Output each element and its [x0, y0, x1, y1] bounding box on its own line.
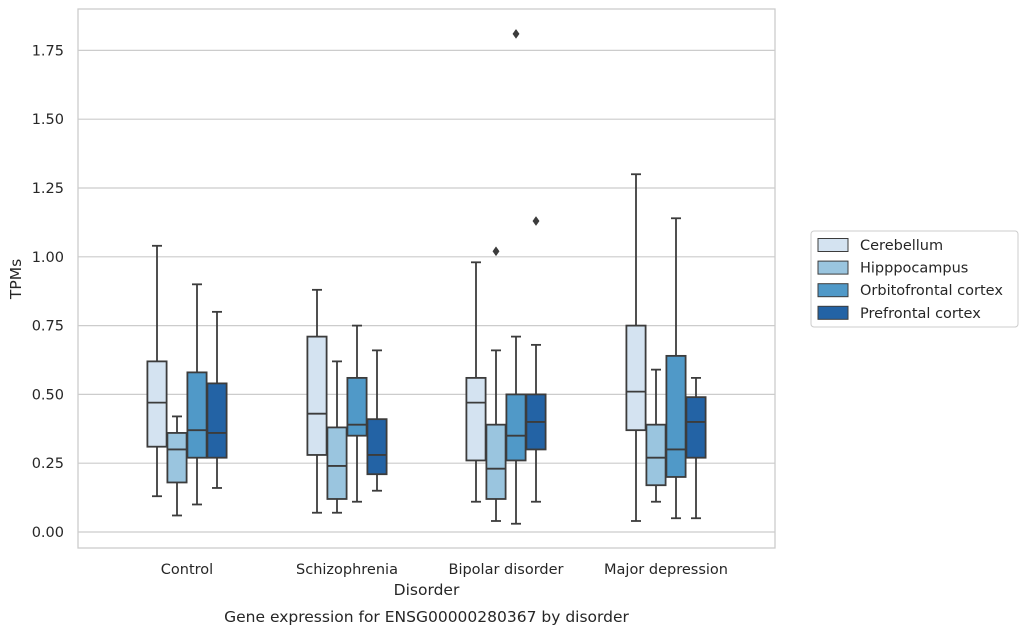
box-iqr — [346, 376, 368, 437]
box-iqr — [186, 371, 208, 459]
outlier-marker — [532, 216, 540, 226]
legend: Cerebellum Hipppocampus Orbitofrontal cort… — [810, 230, 1019, 328]
box-iqr — [665, 354, 687, 478]
legend-frame — [810, 230, 1019, 328]
x-tick-label: Schizophrenia — [296, 562, 398, 578]
y-tick-label: 1.25 — [32, 181, 64, 197]
x-tick-label: Bipolar disorder — [449, 562, 564, 578]
box-hipppocampus — [485, 246, 507, 522]
legend-items: Cerebellum Hipppocampus Orbitofrontal cort… — [817, 238, 1003, 322]
box-orbitofrontal-cortex — [346, 324, 368, 503]
box-iqr — [366, 418, 388, 476]
box-iqr — [206, 382, 228, 459]
box-hipppocampus — [326, 360, 348, 514]
box-prefrontal-cortex — [366, 349, 388, 492]
x-tick-label: Control — [161, 562, 213, 578]
box-iqr — [505, 393, 527, 462]
x-tick-label: Major depression — [604, 562, 728, 578]
y-tick-label: 0.50 — [32, 387, 64, 403]
legend-label: Orbitofrontal cortex — [860, 283, 1003, 299]
box-prefrontal-cortex — [525, 216, 547, 503]
y-axis-label: TPMs — [7, 259, 25, 300]
box-orbitofrontal-cortex — [665, 217, 687, 520]
box-iqr — [485, 423, 507, 500]
box-iqr — [645, 423, 667, 487]
box-cerebellum — [146, 244, 168, 498]
y-tick-label: 0.00 — [32, 525, 64, 541]
box-orbitofrontal-cortex — [505, 28, 527, 525]
outlier-marker — [512, 28, 520, 39]
box-iqr — [685, 396, 707, 459]
legend-label: Prefrontal cortex — [860, 306, 981, 322]
x-axis-label: Disorder — [394, 581, 460, 599]
box-iqr — [146, 360, 168, 448]
x-tick-labels: Control Schizophrenia Bipolar disorder Majo… — [161, 562, 728, 578]
box-iqr — [465, 376, 487, 462]
legend-swatch — [817, 305, 849, 320]
plot-frame — [77, 8, 776, 549]
box-iqr — [306, 335, 328, 456]
box-orbitofrontal-cortex — [186, 283, 208, 506]
legend-swatch — [817, 238, 849, 252]
box-iqr — [326, 426, 348, 500]
box-cerebellum — [465, 261, 487, 503]
chart-caption: Gene expression for ENSG00000280367 by d… — [224, 608, 629, 626]
box-iqr — [625, 324, 647, 432]
y-tick-label: 0.25 — [32, 456, 64, 472]
y-tick-labels: 0.00 0.25 0.50 0.75 1.00 1.25 1.50 1.75 — [32, 43, 64, 541]
y-tick-label: 1.00 — [32, 250, 64, 266]
box-cerebellum — [625, 173, 647, 522]
legend-label: Cerebellum — [860, 238, 943, 254]
legend-swatch — [817, 260, 849, 275]
box-prefrontal-cortex — [206, 310, 228, 489]
legend-label: Hipppocampus — [860, 261, 968, 277]
box-hipppocampus — [166, 415, 188, 517]
y-tick-label: 0.75 — [32, 319, 64, 335]
y-tick-label: 1.50 — [32, 112, 64, 128]
y-tick-label: 1.75 — [32, 43, 64, 59]
box-prefrontal-cortex — [685, 376, 707, 520]
outlier-marker — [492, 246, 500, 257]
legend-swatch — [817, 283, 849, 298]
box-cerebellum — [306, 288, 328, 514]
box-hipppocampus — [645, 368, 667, 503]
box-iqr — [166, 432, 188, 484]
boxes — [146, 28, 707, 525]
